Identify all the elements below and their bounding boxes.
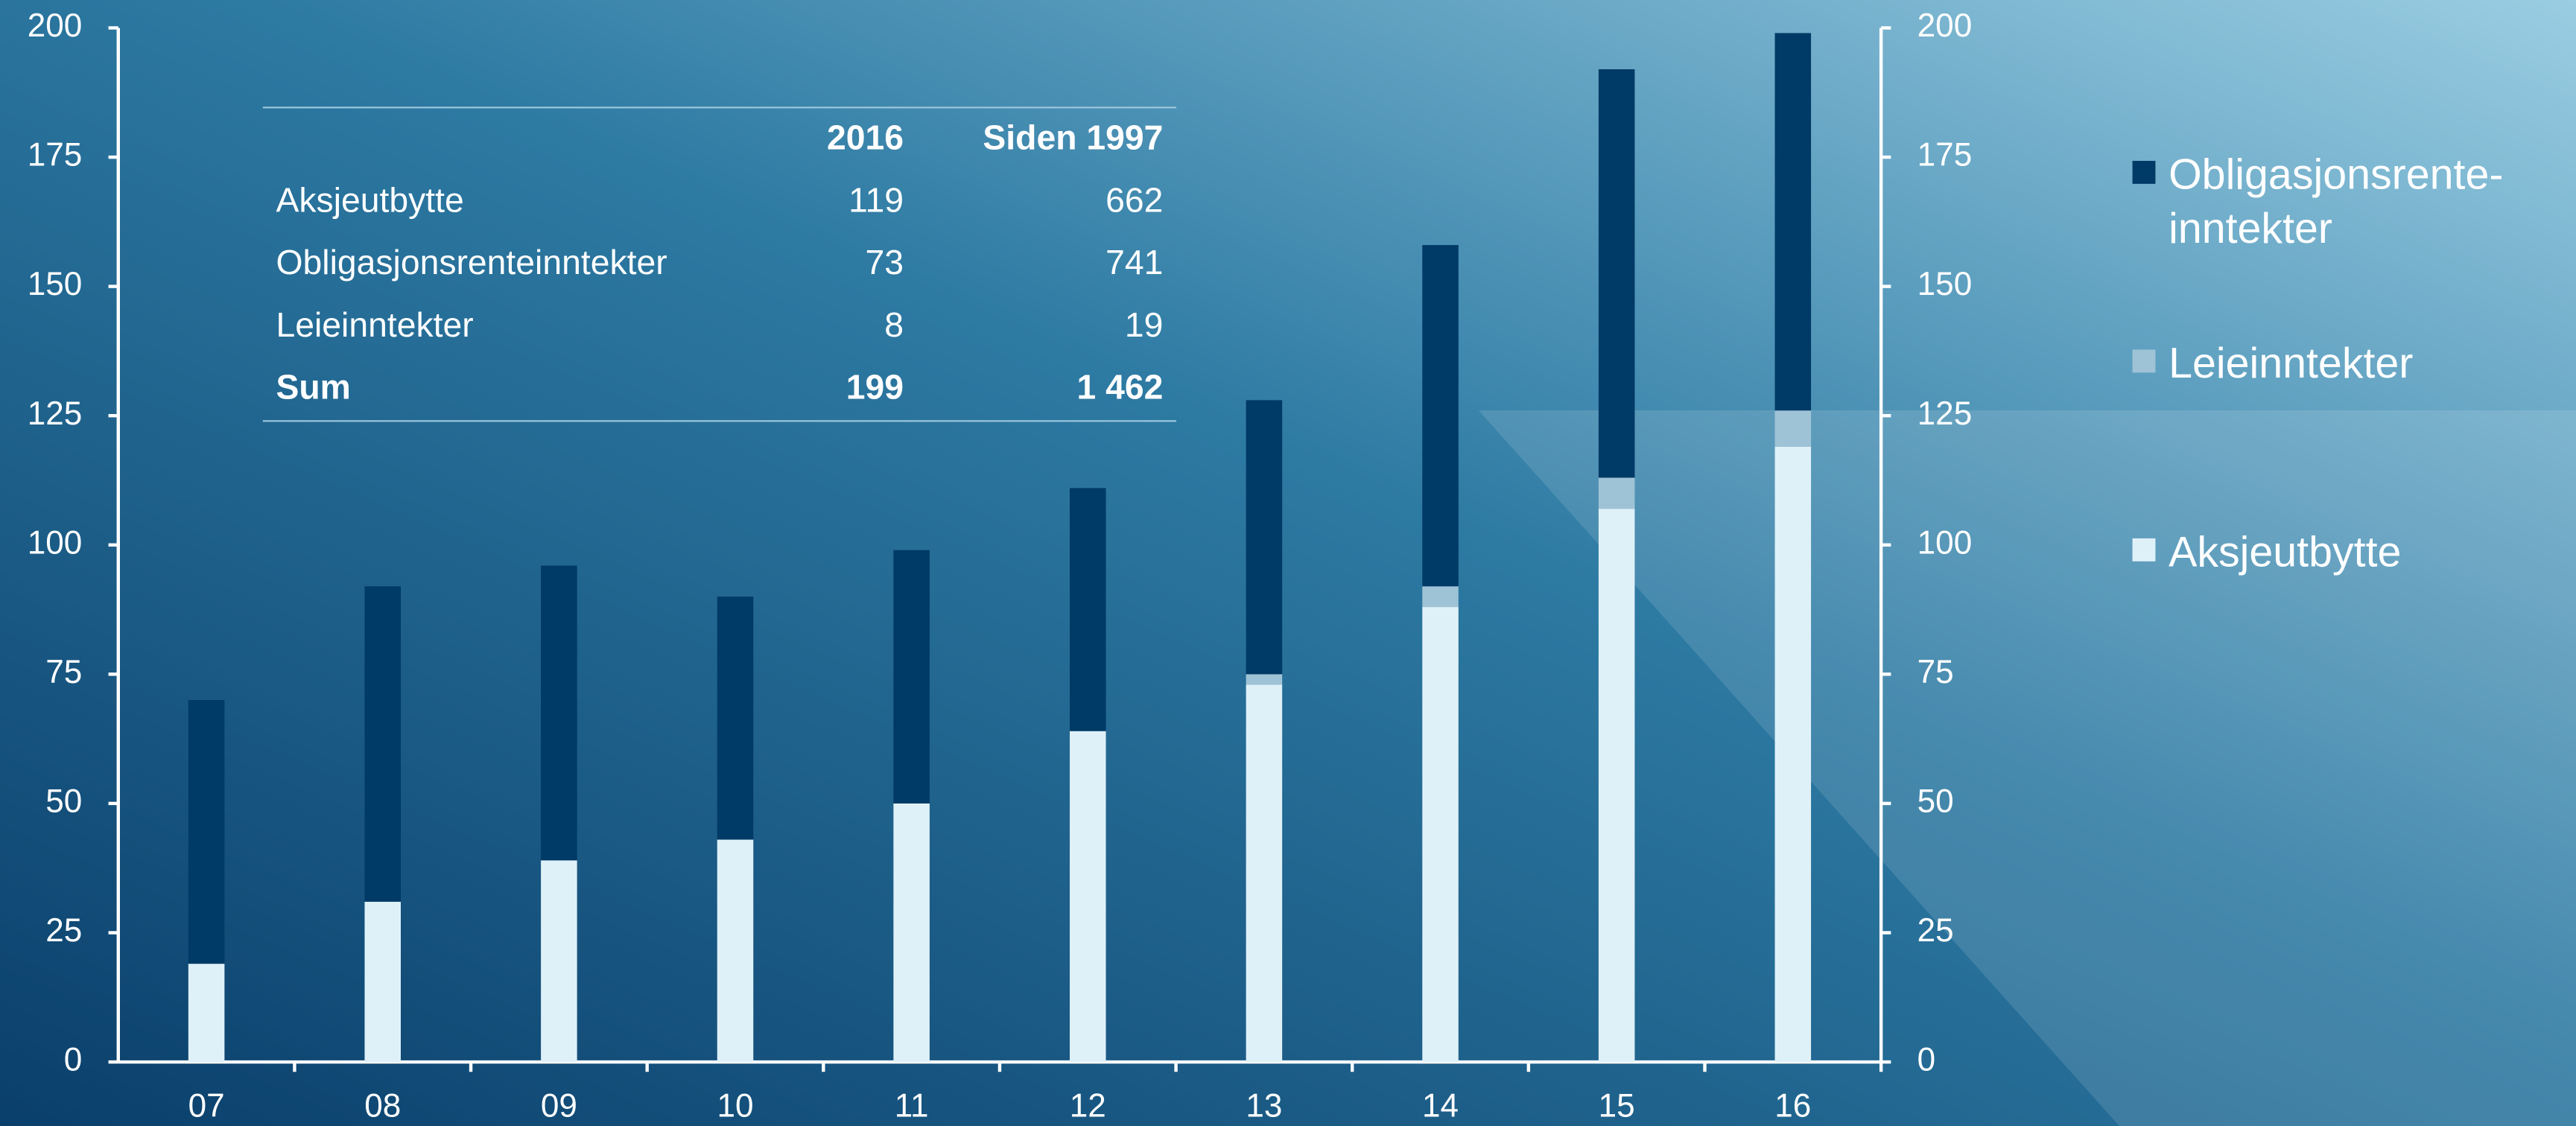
x-tick-label: 13 <box>1246 1087 1282 1124</box>
y-tick-label: 150 <box>28 266 83 302</box>
bar-segment <box>1598 69 1635 478</box>
legend-swatch <box>2132 160 2156 184</box>
x-tick-label: 16 <box>1774 1087 1811 1124</box>
bar-segment <box>1246 684 1283 1063</box>
y2-tick-label: 100 <box>1917 524 1973 561</box>
table-cell: 19 <box>1124 307 1164 345</box>
y2-tick-label: 25 <box>1917 912 1954 949</box>
x-tick-label: 09 <box>541 1087 577 1124</box>
legend-swatch <box>2132 538 2156 562</box>
y-tick-label: 175 <box>28 137 83 174</box>
bar-segment <box>541 860 577 1063</box>
table-cell: Sum <box>276 369 351 407</box>
y-tick-label: 75 <box>45 654 82 690</box>
table-header: 2016 Siden 1997 <box>263 107 1176 171</box>
y2-tick-label: 200 <box>1917 7 1973 44</box>
bar-segment <box>541 565 577 861</box>
bar-segment <box>1598 509 1635 1063</box>
bar-segment <box>1774 446 1812 1063</box>
table-header-cell: 2016 <box>826 119 904 158</box>
y2-tick-label: 175 <box>1917 137 1973 174</box>
table-header-cell: Siden 1997 <box>983 119 1164 158</box>
table-cell: 73 <box>865 244 904 283</box>
bar-segment <box>1070 731 1106 1063</box>
x-tick-label: 15 <box>1599 1087 1635 1124</box>
legend-swatch <box>2132 349 2156 373</box>
table-row: Sum 199 1 462 <box>263 357 1176 421</box>
table-cell: 741 <box>1105 244 1164 283</box>
bar-segment <box>364 901 401 1063</box>
y-tick-label: 0 <box>64 1042 83 1078</box>
summary-table: 2016 Siden 1997 Aksjeutbytte 119 662 Obligasj… <box>262 106 1177 422</box>
bar-segment <box>1598 477 1635 509</box>
legend-item: Aksjeutbytte <box>2132 525 2560 579</box>
legend-item: Leieinntekter <box>2132 337 2560 391</box>
table-cell: Aksjeutbytte <box>276 182 464 220</box>
bar-segment <box>893 803 930 1063</box>
bar-segment <box>1774 33 1812 411</box>
bar-segment <box>1422 245 1459 587</box>
table-cell <box>263 107 787 171</box>
y2-tick-label: 150 <box>1917 266 1973 302</box>
x-tick-label: 11 <box>895 1087 929 1124</box>
table-cell: 8 <box>884 307 904 345</box>
legend-label: Leieinntekter <box>2169 338 2414 388</box>
bar-segment <box>1246 400 1283 675</box>
legend-item: Obligasjonsrente-inntekter <box>2132 147 2560 255</box>
y2-tick-label: 50 <box>1917 783 1954 820</box>
y-tick-label: 200 <box>28 7 83 44</box>
background-shape <box>1478 410 2576 1126</box>
bar-segment <box>188 700 225 964</box>
bar-segment <box>364 586 401 902</box>
table-row: Obligasjonsrenteinntekter 73 741 <box>263 233 1176 296</box>
y2-tick-label: 125 <box>1917 395 1973 432</box>
bar-segment <box>717 597 754 840</box>
table-cell: 662 <box>1105 182 1164 220</box>
table-cell: Obligasjonsrenteinntekter <box>276 244 667 283</box>
table-cell: 1 462 <box>1076 369 1164 407</box>
bar-segment <box>1422 586 1459 608</box>
y-tick-label: 25 <box>45 912 82 949</box>
x-tick-label: 12 <box>1070 1087 1106 1124</box>
bar-segment <box>1774 410 1812 447</box>
y-tick-label: 125 <box>28 395 83 432</box>
y-tick-label: 50 <box>45 783 82 820</box>
y-tick-label: 100 <box>28 524 83 561</box>
legend-label: Obligasjonsrente-inntekter <box>2169 149 2504 253</box>
table-cell: 199 <box>846 369 904 407</box>
x-tick-label: 10 <box>717 1087 753 1124</box>
table-row: Aksjeutbytte 119 662 <box>263 171 1176 233</box>
bar-segment <box>717 839 754 1063</box>
table-cell: Leieinntekter <box>276 307 474 345</box>
table-row: Leieinntekter 8 19 <box>263 296 1176 358</box>
x-tick-label: 14 <box>1422 1087 1459 1124</box>
bar-segment <box>1246 674 1283 685</box>
y2-tick-label: 75 <box>1917 654 1954 690</box>
legend-label: Aksjeutbytte <box>2169 527 2402 576</box>
x-tick-label: 07 <box>188 1087 225 1124</box>
bar-segment <box>188 964 225 1063</box>
table-cell: 119 <box>848 182 904 220</box>
bar-segment <box>1422 607 1459 1063</box>
bar-segment <box>893 550 930 804</box>
x-tick-label: 08 <box>364 1087 401 1124</box>
bar-segment <box>1070 488 1106 731</box>
y2-tick-label: 0 <box>1917 1042 1936 1078</box>
